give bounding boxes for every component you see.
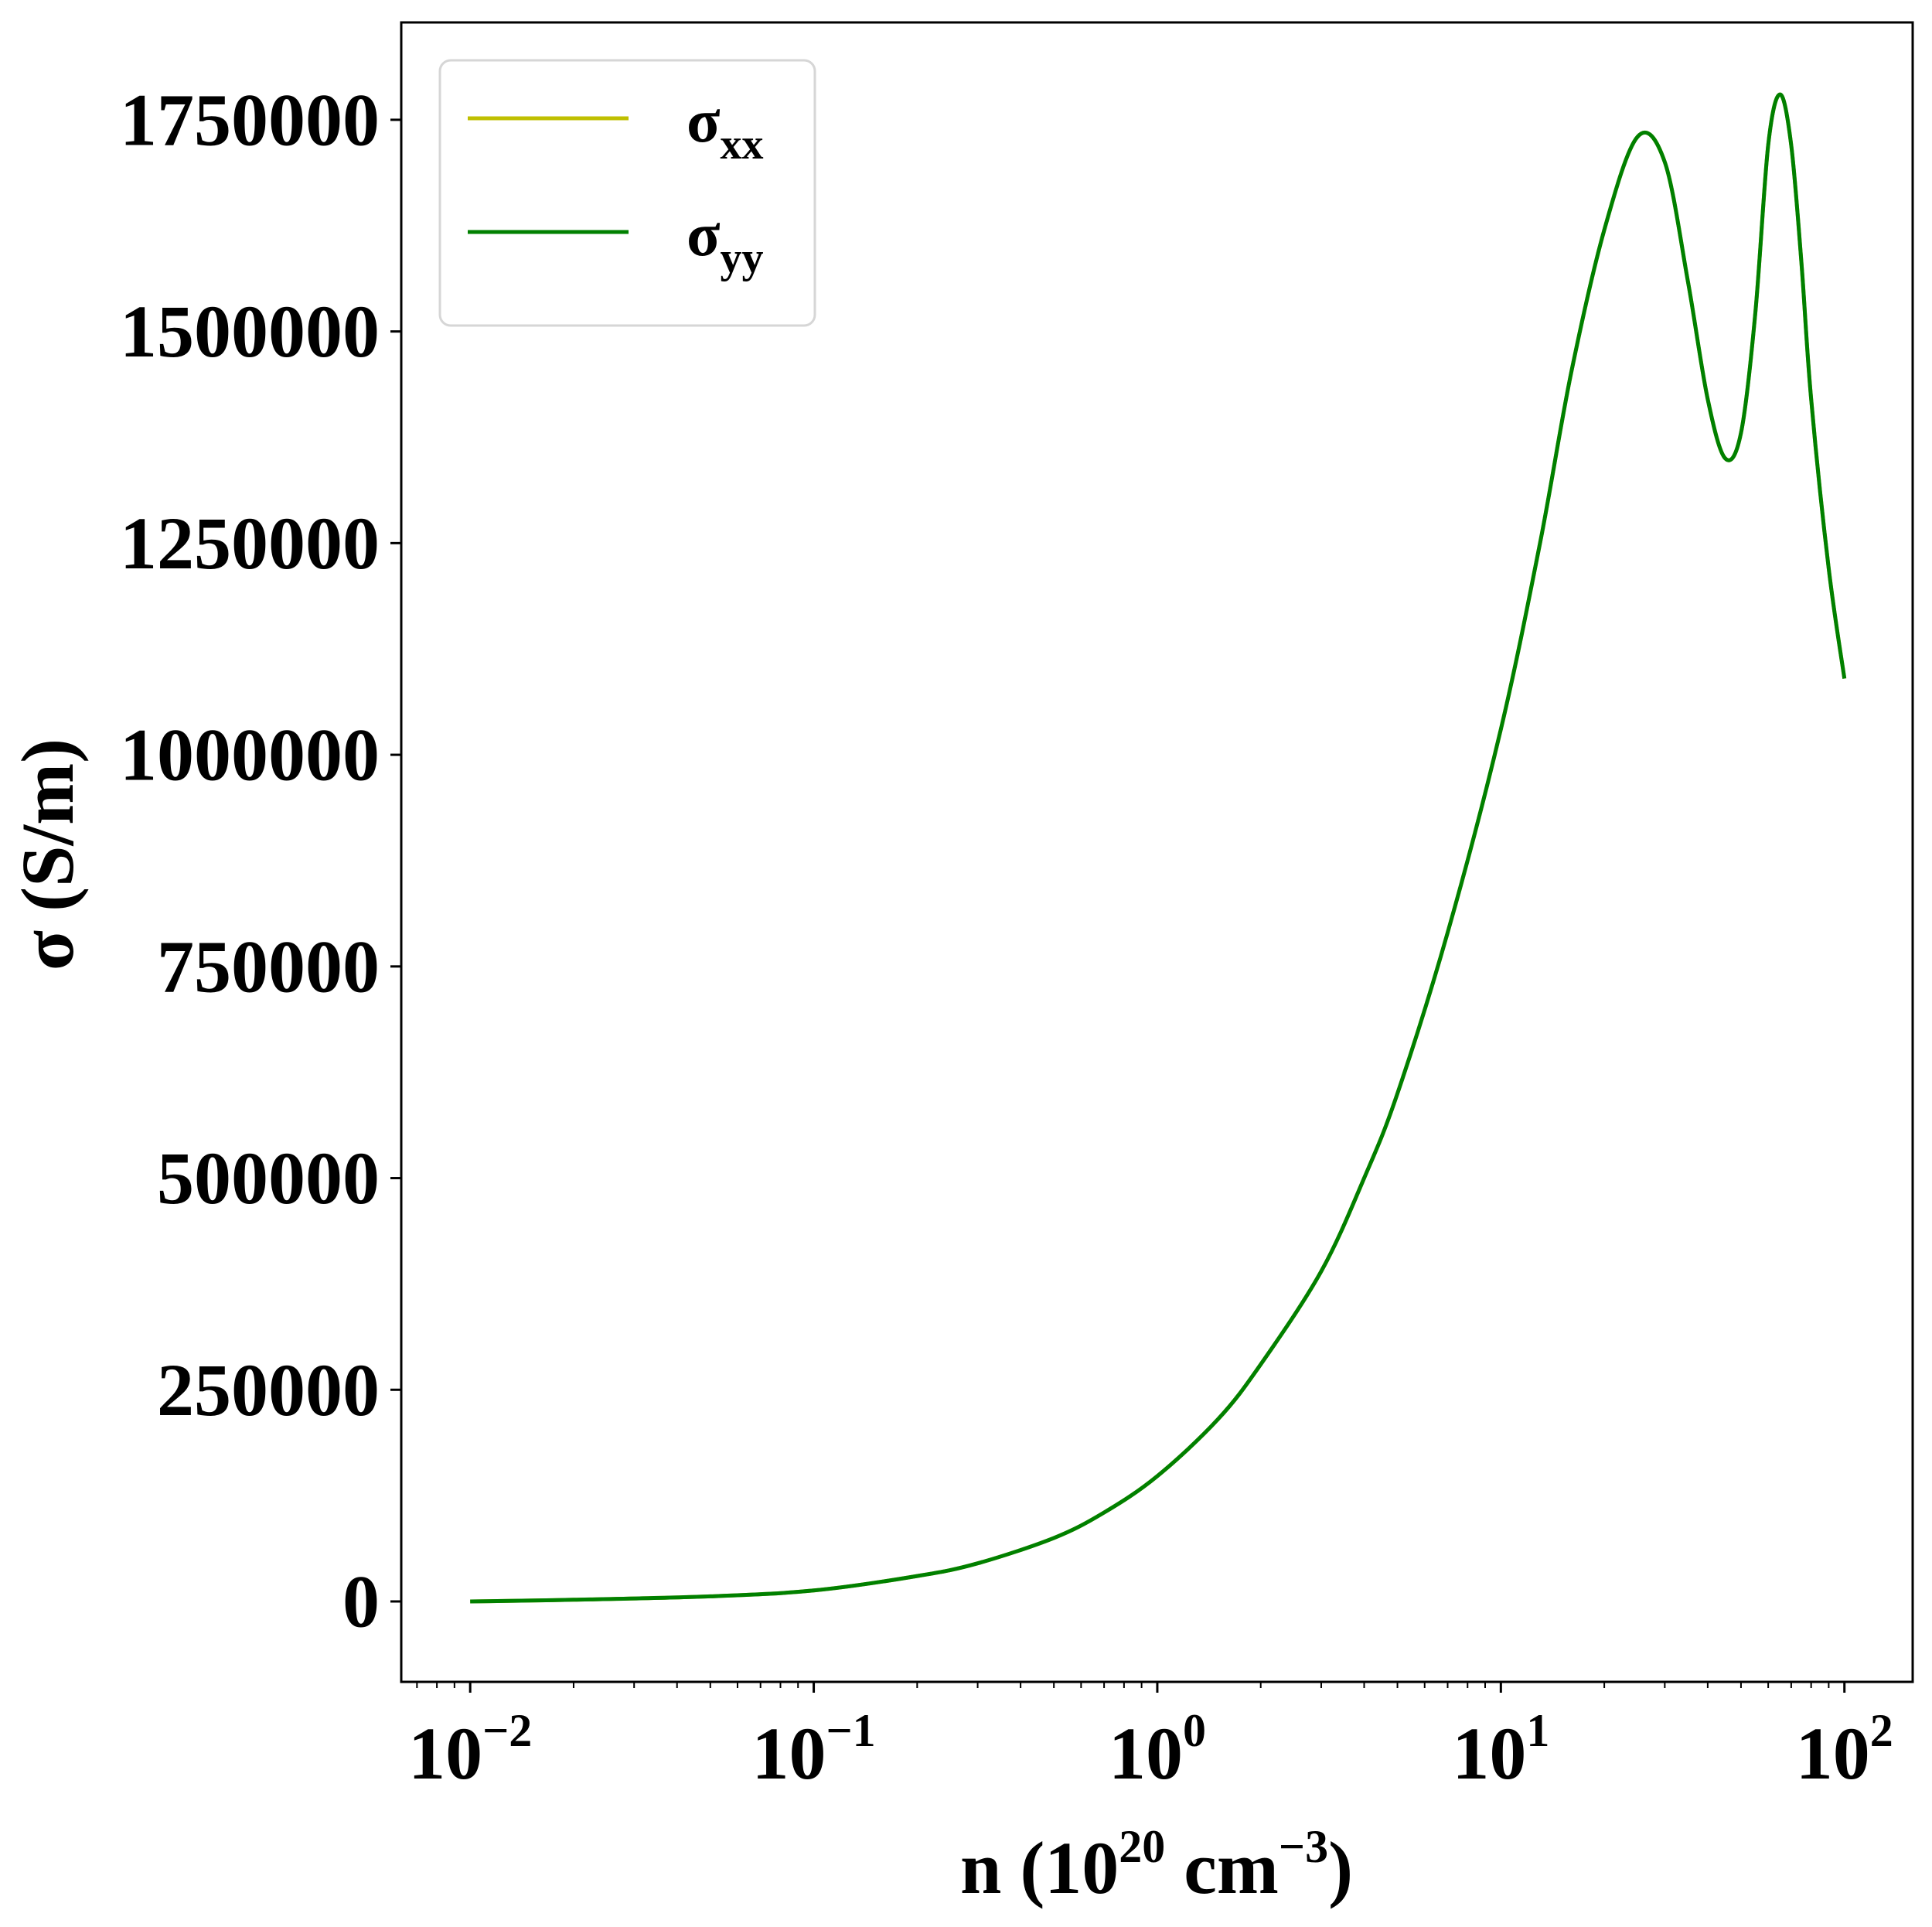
y-tick-label-3: 750000 bbox=[157, 925, 380, 1008]
series-line-yy bbox=[470, 92, 1847, 1604]
x-tick-label-1: 10−1 bbox=[751, 1705, 875, 1795]
y-tick-label-1: 250000 bbox=[157, 1349, 380, 1431]
x-tick-label-0: 10−2 bbox=[408, 1705, 532, 1795]
y-tick-label-0: 0 bbox=[342, 1560, 380, 1642]
x-tick-label-2: 100 bbox=[1109, 1705, 1206, 1795]
legend-label-sigma-xx: σxx bbox=[687, 87, 764, 169]
legend: σxx σyy bbox=[438, 59, 816, 327]
x-axis-label-main: n (10 bbox=[960, 1826, 1119, 1909]
y-tick-label-5: 1250000 bbox=[120, 502, 380, 585]
x-axis-label-sup2: −3 bbox=[1279, 1821, 1328, 1872]
y-tick-label-7: 1750000 bbox=[120, 78, 380, 161]
legend-box bbox=[438, 59, 816, 327]
y-tick-label-2: 500000 bbox=[157, 1137, 380, 1219]
x-tick-label-3: 101 bbox=[1452, 1705, 1549, 1795]
x-axis-label: n (1020 cm−3) bbox=[960, 1821, 1353, 1909]
x-axis-label-mid: cm bbox=[1165, 1826, 1279, 1909]
legend-label-sigma-yy: σyy bbox=[687, 201, 764, 282]
x-axis-label-sup1: 20 bbox=[1119, 1821, 1165, 1872]
y-axis-label: σ (S/m) bbox=[6, 738, 89, 970]
ticks-layer: 0 250000 500000 750000 1000000 1250000 1500000… bbox=[120, 78, 1893, 1795]
x-tick-label-4: 102 bbox=[1796, 1705, 1893, 1795]
y-tick-label-4: 1000000 bbox=[120, 714, 380, 796]
y-tick-label-6: 1500000 bbox=[120, 290, 380, 373]
plot-frame bbox=[400, 21, 1914, 1683]
series-layer bbox=[470, 92, 1847, 1604]
x-axis-label-end: ) bbox=[1328, 1826, 1353, 1909]
